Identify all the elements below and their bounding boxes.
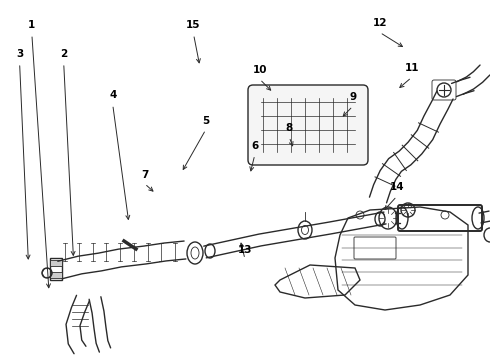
Text: 8: 8 bbox=[286, 123, 293, 133]
Text: 11: 11 bbox=[404, 63, 419, 73]
Text: 7: 7 bbox=[141, 170, 148, 180]
Text: 1: 1 bbox=[28, 20, 35, 30]
Text: 9: 9 bbox=[349, 92, 356, 102]
FancyBboxPatch shape bbox=[50, 272, 62, 278]
Text: 3: 3 bbox=[16, 49, 23, 59]
Text: 4: 4 bbox=[109, 90, 117, 100]
Text: 5: 5 bbox=[202, 116, 209, 126]
FancyBboxPatch shape bbox=[50, 260, 62, 266]
Text: 13: 13 bbox=[238, 245, 252, 255]
Text: 14: 14 bbox=[390, 182, 404, 192]
Text: 2: 2 bbox=[60, 49, 67, 59]
Text: 10: 10 bbox=[252, 65, 267, 75]
Text: 15: 15 bbox=[186, 20, 201, 30]
Text: 12: 12 bbox=[372, 18, 387, 28]
FancyBboxPatch shape bbox=[248, 85, 368, 165]
Text: 6: 6 bbox=[251, 141, 258, 151]
